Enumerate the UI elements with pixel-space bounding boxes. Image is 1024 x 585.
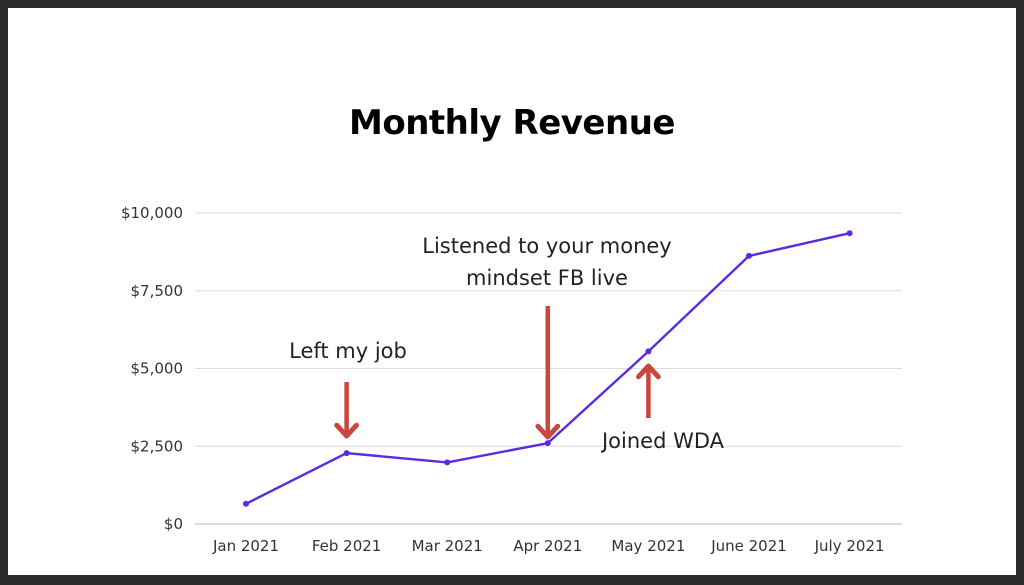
y-tick-label: $7,500: [131, 282, 184, 300]
data-point: [343, 450, 350, 457]
x-tick-label: Mar 2021: [412, 537, 483, 555]
y-tick-label: $0: [164, 515, 183, 533]
annotations: Left my job Listened to your money mindset…: [289, 234, 725, 453]
annotation-label: Joined WDA: [600, 429, 725, 453]
annotation-label: mindset FB live: [466, 266, 628, 290]
series-points: [243, 230, 853, 507]
annotation-label: Left my job: [289, 339, 407, 363]
chart-title: Monthly Revenue: [349, 103, 675, 143]
y-axis-ticks: $0 $2,500 $5,000 $7,500 $10,000: [121, 204, 183, 533]
x-axis-ticks: Jan 2021 Feb 2021 Mar 2021 Apr 2021 May 2021…: [212, 537, 885, 555]
data-point: [243, 500, 249, 507]
data-point: [645, 348, 652, 355]
y-tick-label: $10,000: [121, 204, 183, 222]
x-tick-label: Feb 2021: [312, 537, 382, 555]
x-tick-label: Jan 2021: [212, 537, 279, 555]
annotation-label: Listened to your money: [422, 234, 671, 258]
data-point: [444, 459, 451, 466]
x-tick-label: June 2021: [710, 537, 787, 555]
x-tick-label: Apr 2021: [513, 537, 582, 555]
data-point: [544, 440, 551, 447]
data-point: [746, 252, 752, 259]
x-tick-label: July 2021: [814, 537, 885, 555]
x-tick-label: May 2021: [611, 537, 685, 555]
y-tick-label: $2,500: [131, 437, 184, 455]
data-point: [846, 230, 853, 237]
y-tick-label: $5,000: [131, 360, 184, 378]
slide-card: Monthly Revenue: [8, 8, 1016, 575]
